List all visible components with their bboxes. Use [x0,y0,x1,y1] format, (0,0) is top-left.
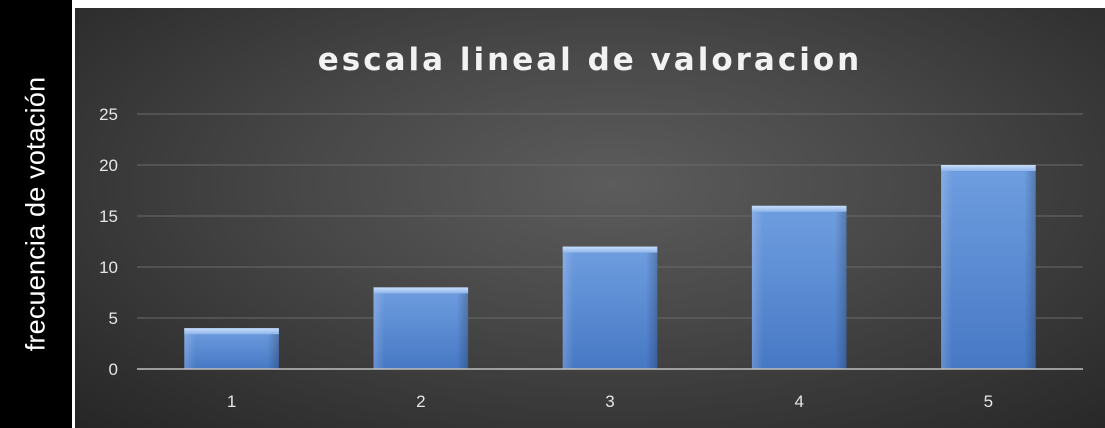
bar-chart: 0 5 10 15 20 25 1 2 3 4 5 [99,105,1083,411]
y-tick-label: 20 [99,156,118,175]
x-tick-label: 3 [605,392,614,411]
bars [184,165,1036,369]
chart-title: escala lineal de valoracion [317,42,863,78]
y-tick-label: 25 [99,105,118,124]
y-tick-label: 10 [99,258,118,277]
y-axis-ticks: 0 5 10 15 20 25 [99,105,118,379]
bar [373,287,469,369]
x-tick-label: 5 [984,392,993,411]
y-tick-label: 5 [109,309,118,328]
bar [751,205,847,369]
y-axis-label-panel: frecuencia de votación [0,0,72,428]
x-tick-label: 1 [227,392,236,411]
gridlines [137,113,1083,319]
bar [941,165,1036,369]
x-axis-ticks: 1 2 3 4 5 [227,392,993,411]
x-tick-label: 4 [794,392,803,411]
bar [562,246,658,369]
y-axis-label: frecuencia de votación [20,76,51,352]
bar [184,328,279,369]
y-tick-label: 15 [99,207,118,226]
y-tick-label: 0 [109,360,118,379]
x-tick-label: 2 [416,392,425,411]
chart-area: 0 5 10 15 20 25 1 2 3 4 5 escala lineal de valora… [75,8,1105,428]
